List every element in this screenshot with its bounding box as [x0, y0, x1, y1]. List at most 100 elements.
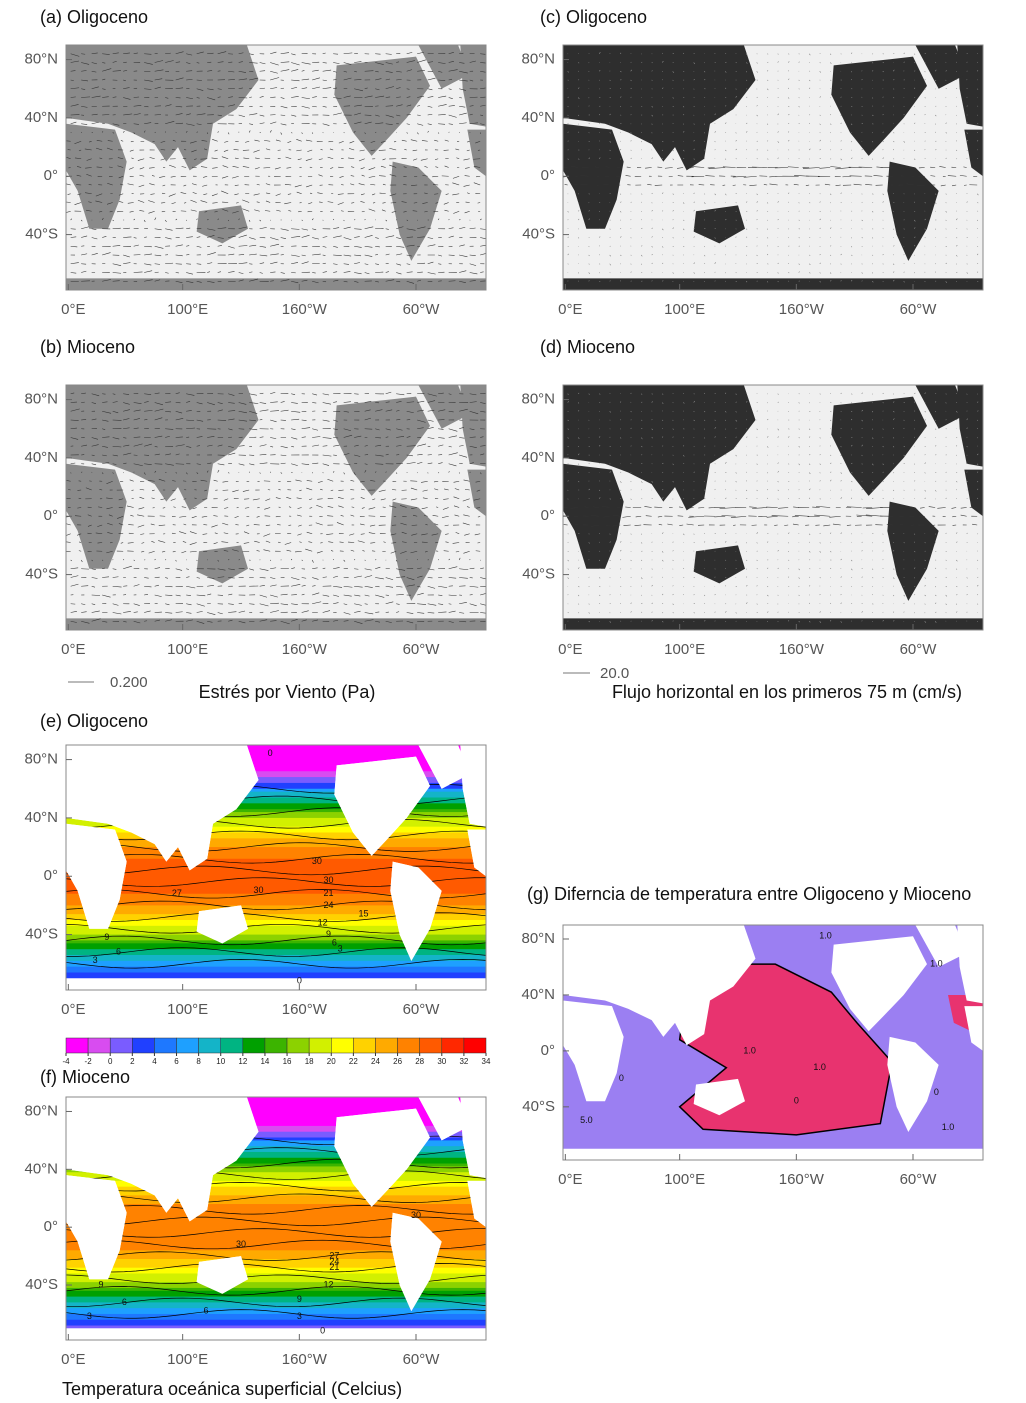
colorbar-label: 4 — [152, 1057, 157, 1066]
y-tick-label: 40°S — [25, 926, 58, 943]
contour-label: 9 — [326, 929, 331, 939]
sst-band — [66, 955, 486, 958]
map-panel: (c) Oligoceno80°N40°N0°40°S0°E100°E160°W… — [521, 7, 983, 318]
colorbar-label: 10 — [216, 1057, 225, 1066]
x-tick-label: 60°W — [403, 641, 441, 658]
contour-label: 3 — [93, 955, 98, 965]
y-tick-label: 0° — [541, 507, 555, 524]
y-tick-label: 80°N — [24, 391, 58, 408]
vector — [746, 419, 747, 420]
x-tick-label: 60°W — [900, 301, 938, 318]
colorbar-swatch — [221, 1038, 243, 1053]
colorbar-label: -4 — [62, 1057, 70, 1066]
x-tick-label: 0°E — [61, 301, 85, 318]
x-tick-label: 160°W — [779, 641, 825, 658]
colorbar-label: 24 — [371, 1057, 380, 1066]
y-tick-label: 40°S — [25, 226, 58, 243]
colorbar-label: 14 — [260, 1057, 269, 1066]
contour-label: 0 — [934, 1087, 939, 1097]
vector — [652, 133, 653, 134]
sst-band — [66, 841, 486, 844]
colorbar-label: 30 — [437, 1057, 446, 1066]
colorbar-swatch — [243, 1038, 265, 1053]
colorbar-swatch — [110, 1038, 132, 1053]
sst-band — [66, 1201, 486, 1204]
map-body — [64, 385, 489, 633]
vector — [641, 219, 642, 220]
contour-label: 30 — [411, 1210, 421, 1220]
x-tick-label: 60°W — [900, 641, 938, 658]
vector — [946, 53, 947, 54]
sst-band — [66, 850, 486, 853]
contour-label: 3 — [87, 1311, 92, 1321]
x-tick-label: 160°W — [779, 301, 825, 318]
vector — [631, 97, 632, 98]
y-tick-label: 40°N — [521, 449, 555, 466]
colorbar-swatch — [199, 1038, 221, 1053]
panel-title: (b) Mioceno — [40, 337, 135, 357]
colorbar-swatch — [331, 1038, 353, 1053]
sst-band — [66, 1207, 486, 1210]
vector — [568, 594, 569, 595]
vector — [956, 264, 957, 265]
caption: Flujo horizontal en los primeros 75 m (c… — [612, 682, 962, 702]
x-tick-label: 100°E — [167, 301, 208, 318]
x-tick-label: 160°W — [282, 1001, 328, 1018]
sst-band — [66, 973, 486, 976]
colorbar-swatch — [287, 1038, 309, 1053]
vector — [746, 255, 747, 256]
x-tick-label: 160°W — [282, 301, 328, 318]
colorbar-label: 6 — [174, 1057, 179, 1066]
y-tick-label: 40°N — [521, 986, 555, 1003]
sst-band — [66, 1187, 486, 1190]
y-tick-label: 80°N — [521, 930, 555, 947]
vector — [757, 481, 758, 482]
sst-band — [66, 1308, 486, 1311]
sst-band — [66, 835, 486, 838]
colorbar-swatch — [442, 1038, 464, 1053]
vector — [977, 438, 978, 439]
vector — [778, 621, 779, 622]
x-tick-label: 100°E — [664, 1171, 705, 1188]
y-tick-label: 40°S — [522, 1098, 555, 1115]
vector — [610, 551, 611, 552]
land — [563, 1149, 983, 1163]
map-body — [560, 385, 983, 633]
colorbar-swatch — [177, 1038, 199, 1053]
vector — [799, 586, 800, 587]
y-tick-label: 0° — [44, 167, 58, 184]
sst-band — [66, 1195, 486, 1198]
sst-band — [66, 1326, 486, 1329]
map-panel: (f) Mioceno303027242112963963080°N40°N0°… — [24, 1067, 486, 1368]
contour-label: 6 — [116, 946, 121, 956]
vector — [956, 489, 957, 490]
sst-band — [66, 1198, 486, 1201]
sst-band — [66, 958, 486, 961]
contour-label: 1.0 — [930, 959, 943, 969]
map-panel: (b) Mioceno80°N40°N0°40°S0°E100°E160°W60… — [24, 337, 489, 658]
sst-band — [66, 1323, 486, 1326]
vector — [725, 429, 726, 430]
sst-band — [66, 844, 486, 847]
sst-band — [66, 1294, 486, 1297]
y-tick-label: 80°N — [521, 51, 555, 68]
colorbar-swatch — [398, 1038, 420, 1053]
sst-band — [66, 946, 486, 949]
vector — [568, 490, 569, 491]
vector — [935, 534, 936, 535]
contour-label: 15 — [358, 909, 368, 919]
colorbar-swatch — [132, 1038, 154, 1053]
colorbar-swatch — [265, 1038, 287, 1053]
vector — [599, 481, 600, 482]
sst-band — [66, 1302, 486, 1305]
x-tick-label: 160°W — [282, 1351, 328, 1368]
sst-band — [66, 964, 486, 967]
contour-label: 0 — [320, 1326, 325, 1336]
contour-label: 30 — [312, 856, 322, 866]
y-tick-label: 40°S — [25, 566, 58, 583]
vector — [673, 420, 674, 421]
sst-band — [66, 970, 486, 973]
sst-band — [66, 856, 486, 859]
y-tick-label: 40°S — [522, 226, 555, 243]
sst-band — [66, 868, 486, 871]
